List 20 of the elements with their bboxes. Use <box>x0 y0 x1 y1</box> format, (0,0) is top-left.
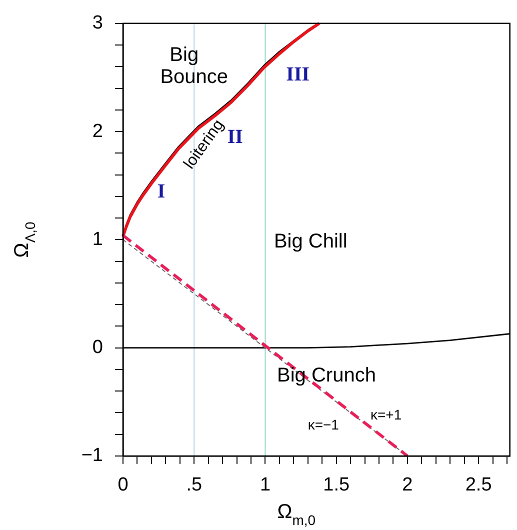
annotation: III <box>286 63 310 86</box>
x-tick-label: 1 <box>260 474 271 496</box>
y-axis-title: ΩΛ,0 <box>11 221 38 258</box>
annotation: Big Chill <box>274 230 348 252</box>
y-tick-label: 1 <box>92 228 103 250</box>
y-tick-label: 0 <box>92 337 103 358</box>
y-tick-label: 3 <box>92 12 103 34</box>
annotation: κ=+1 <box>370 406 402 423</box>
annotation: Big Crunch <box>277 364 376 386</box>
x-tick-label: 2 <box>402 474 413 496</box>
annotation: I <box>157 180 166 202</box>
x-tick-label: 2.5 <box>465 474 492 496</box>
annotation: κ=−1 <box>308 416 340 433</box>
x-tick-label: 0 <box>118 474 128 496</box>
annotation: Big Bounce <box>160 44 228 88</box>
x-tick-label: 1.5 <box>323 474 350 496</box>
y-tick-label: −1 <box>81 445 103 466</box>
y-tick-label: 2 <box>92 120 103 142</box>
x-tick-label: .5 <box>186 474 202 496</box>
annotation: II <box>227 126 244 148</box>
